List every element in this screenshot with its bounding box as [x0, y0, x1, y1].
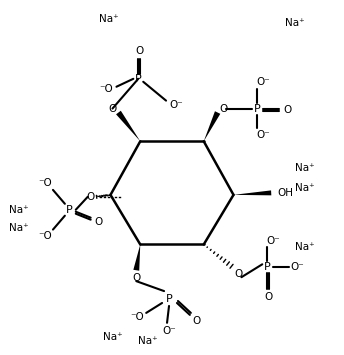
Text: Na⁺: Na⁺ — [138, 336, 158, 346]
Text: O: O — [219, 104, 228, 114]
Text: Na⁺: Na⁺ — [9, 223, 29, 233]
Text: O⁻: O⁻ — [256, 130, 270, 140]
Text: O: O — [193, 316, 201, 326]
Text: Na⁺: Na⁺ — [103, 332, 122, 342]
Text: O⁻: O⁻ — [162, 326, 176, 336]
Text: OH: OH — [277, 188, 293, 198]
Text: ⁻O: ⁻O — [100, 84, 114, 94]
Text: P: P — [135, 74, 142, 84]
Text: P: P — [254, 104, 261, 114]
Text: P: P — [264, 262, 271, 272]
Text: O: O — [283, 105, 291, 115]
Text: O: O — [264, 292, 272, 302]
Text: O: O — [87, 192, 95, 202]
Text: Na⁺: Na⁺ — [295, 183, 315, 193]
Text: ⁻O: ⁻O — [130, 312, 144, 322]
Text: ⁻O: ⁻O — [38, 178, 52, 188]
Polygon shape — [234, 190, 271, 195]
Polygon shape — [116, 111, 140, 141]
Text: P: P — [166, 294, 172, 304]
Text: Na⁺: Na⁺ — [295, 163, 315, 173]
Text: O: O — [234, 269, 243, 279]
Text: O: O — [95, 217, 103, 226]
Text: O: O — [135, 46, 143, 56]
Text: O⁻: O⁻ — [169, 100, 183, 110]
Text: ⁻O: ⁻O — [38, 230, 52, 241]
Text: O: O — [132, 273, 140, 283]
Text: Na⁺: Na⁺ — [285, 18, 305, 28]
Text: Na⁺: Na⁺ — [99, 14, 118, 24]
Text: O⁻: O⁻ — [266, 236, 280, 246]
Text: O: O — [108, 104, 117, 114]
Text: Na⁺: Na⁺ — [295, 242, 315, 252]
Text: O⁻: O⁻ — [290, 262, 304, 272]
Text: P: P — [65, 205, 72, 215]
Text: Na⁺: Na⁺ — [9, 205, 29, 215]
Polygon shape — [204, 111, 220, 141]
Text: O⁻: O⁻ — [256, 77, 270, 87]
Polygon shape — [133, 245, 140, 271]
